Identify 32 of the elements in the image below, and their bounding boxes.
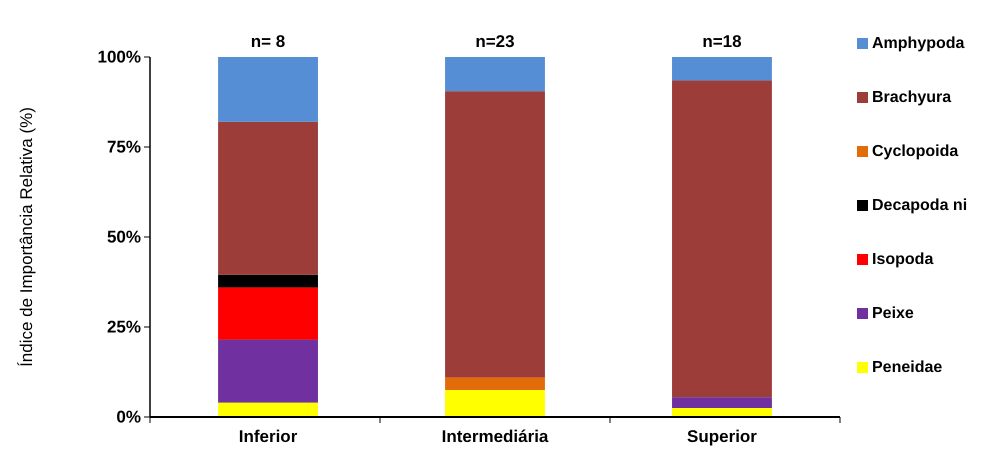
y-tick-label: 0% [116,407,141,426]
legend-label: Cyclopoida [872,143,958,160]
legend-label: Brachyura [872,89,952,106]
x-tick-label: Inferior [238,427,298,446]
bar [445,57,545,92]
annotation: n=18 [702,32,742,51]
bar [672,57,772,80]
bar [218,274,318,288]
bar [445,390,545,417]
bar [672,80,772,398]
legend-label: Decapoda ni [872,197,968,214]
x-tick-label: Intermediária [442,427,549,446]
y-tick-label: 75% [106,137,141,156]
y-tick-label: 50% [106,227,141,246]
bar [218,402,318,417]
bar [218,122,318,275]
x-tick-label: Superior [687,427,758,446]
bar [672,397,772,408]
y-tick-label: 25% [106,317,141,336]
bar [445,91,545,378]
annotation: n=23 [475,32,515,51]
bar [445,377,545,390]
legend-label: Peneidae [872,359,942,376]
bar [218,287,318,340]
y-axis-title: Índice de Importância Relativa (%) [17,107,36,367]
legend-label: Amphypoda [872,35,965,52]
annotation: n= 8 [250,32,286,51]
bar [218,57,318,122]
legend-label: Peixe [872,305,914,322]
legend-label: Isopoda [872,251,934,268]
y-tick-label: 100% [98,47,141,66]
bar [218,340,318,403]
